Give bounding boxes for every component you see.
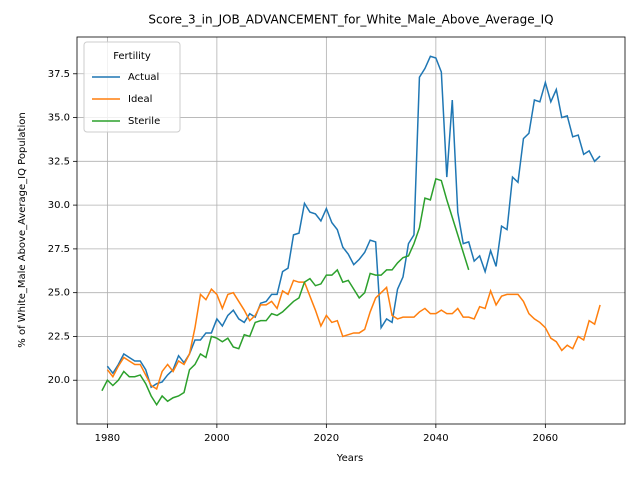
y-tick-label: 37.5 [48, 69, 70, 80]
chart-title: Score_3_in_JOB_ADVANCEMENT_for_White_Mal… [148, 13, 553, 27]
legend-label: Actual [128, 72, 159, 83]
x-tick-label: 2000 [204, 433, 229, 444]
data-line [106, 279, 601, 391]
legend-label: Ideal [128, 94, 152, 105]
x-tick-label: 2060 [533, 433, 558, 444]
data-line [101, 177, 470, 407]
x-tick-label: 2040 [423, 433, 448, 444]
y-tick-label: 25.0 [48, 288, 70, 299]
x-tick-label: 1980 [95, 433, 120, 444]
y-tick-label: 22.5 [48, 331, 70, 342]
y-tick-label: 27.5 [48, 244, 70, 255]
y-tick-label: 20.0 [48, 375, 70, 386]
y-axis-label: % of White_Male Above_Average_IQ Populat… [17, 112, 28, 347]
y-tick-label: 35.0 [48, 113, 70, 124]
x-axis-label: Years [336, 453, 363, 464]
x-tick-label: 2020 [314, 433, 339, 444]
plot-frame [76, 36, 626, 425]
y-tick-label: 30.0 [48, 200, 70, 211]
legend-title: Fertility [113, 51, 151, 62]
y-tick-label: 32.5 [48, 156, 70, 167]
legend-box [83, 41, 181, 133]
legend-label: Sterile [128, 116, 160, 127]
